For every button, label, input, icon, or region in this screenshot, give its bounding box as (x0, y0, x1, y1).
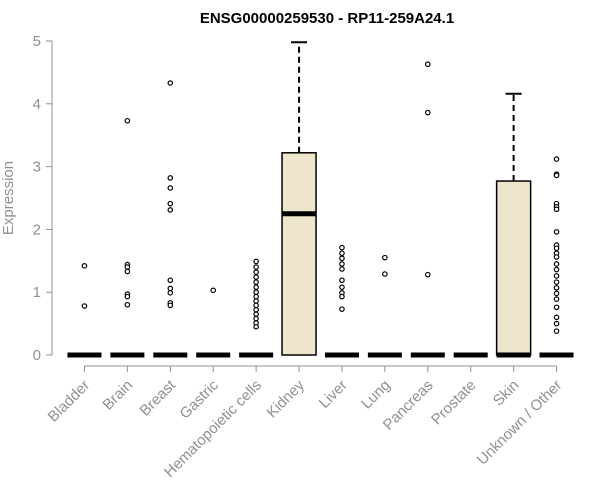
outlier-point (124, 264, 131, 270)
outlier-point (553, 279, 560, 285)
outlier-point (553, 261, 560, 267)
outlier-point (253, 306, 259, 313)
box-kidney (281, 41, 317, 356)
outlier-point (167, 277, 174, 284)
outlier-point (339, 261, 345, 267)
y-axis-label: Expression (0, 161, 17, 235)
box-liver (324, 244, 359, 358)
y-tick-label: 0 (33, 347, 41, 364)
outlier-point (339, 284, 345, 290)
box-hematopoietic-cells (239, 258, 274, 358)
outlier-point (167, 185, 174, 191)
outlier-point (167, 207, 174, 213)
outlier-point (253, 298, 259, 304)
outlier-point (253, 284, 259, 290)
outlier-point (253, 258, 259, 265)
outlier-point (553, 296, 560, 302)
x-tick-label: Skin (490, 377, 523, 410)
y-tick-label: 3 (33, 159, 41, 176)
outlier-point (553, 304, 560, 311)
outlier-point (167, 200, 174, 207)
outlier-point (253, 293, 259, 300)
outlier-point (253, 269, 259, 275)
box-skin (495, 92, 532, 358)
outlier-point (553, 245, 560, 252)
outlier-point (553, 290, 560, 297)
outlier-point (553, 328, 560, 334)
iqr-box (281, 152, 317, 356)
outlier-point (81, 263, 88, 269)
outlier-point (167, 80, 174, 86)
outlier-point (424, 61, 431, 68)
outlier-point (167, 285, 174, 292)
outlier-point (124, 293, 131, 300)
outlier-point (124, 268, 131, 275)
outlier-point (253, 315, 259, 322)
outlier-point (553, 206, 560, 213)
x-tick-label: Kidney (263, 376, 308, 421)
outlier-point (553, 320, 560, 327)
outlier-point (553, 156, 560, 162)
outlier-point (210, 287, 217, 294)
outlier-point (553, 273, 560, 279)
box-breast (153, 80, 188, 358)
x-tick-label: Lung (358, 377, 394, 413)
outlier-point (167, 175, 174, 181)
outlier-point (553, 314, 560, 321)
outlier-point (339, 250, 345, 257)
outlier-point (339, 277, 345, 284)
y-tick-label: 5 (33, 33, 41, 50)
chart-title: ENSG00000259530 - RP11-259A24.1 (200, 10, 454, 27)
outlier-point (424, 271, 431, 278)
box-gastric (196, 287, 231, 358)
outlier-point (253, 302, 259, 309)
outlier-point (253, 274, 259, 280)
outlier-point (253, 279, 259, 285)
outlier-point (382, 271, 388, 277)
outlier-point (339, 293, 345, 300)
outlier-point (339, 244, 345, 251)
x-tick-label: Liver (316, 377, 351, 412)
outlier-point (339, 255, 345, 262)
x-tick-label: Bladder (45, 377, 94, 426)
outlier-point (424, 109, 431, 116)
outlier-point (167, 290, 174, 296)
boxes (67, 41, 574, 358)
box-bladder (67, 263, 102, 358)
box-pancreas (410, 61, 445, 358)
outlier-point (253, 289, 259, 296)
outlier-point (81, 303, 88, 309)
box-brain (110, 117, 145, 358)
y-axis: 0 1 2 3 4 5 (33, 33, 53, 364)
y-tick-label: 4 (33, 96, 41, 113)
outlier-point (124, 301, 131, 308)
x-tick-label: Prostate (428, 377, 480, 429)
outlier-point (553, 229, 560, 235)
outlier-point (253, 264, 259, 270)
outlier-point (553, 172, 560, 179)
outlier-point (253, 311, 259, 317)
x-tick-label: Brain (99, 377, 136, 414)
outlier-point (553, 285, 560, 291)
box-lung (367, 254, 402, 358)
outlier-point (339, 266, 345, 272)
outlier-point (553, 254, 560, 260)
outlier-point (167, 302, 174, 309)
y-tick-label: 2 (33, 221, 41, 238)
outlier-point (124, 117, 131, 124)
x-tick-label: Breast (136, 376, 179, 419)
outlier-point (553, 266, 560, 273)
iqr-box (495, 180, 532, 356)
outlier-point (382, 254, 388, 261)
outlier-point (339, 306, 345, 312)
box-unknown-other (539, 156, 574, 358)
outlier-point (253, 323, 259, 330)
y-tick-label: 1 (33, 284, 41, 301)
